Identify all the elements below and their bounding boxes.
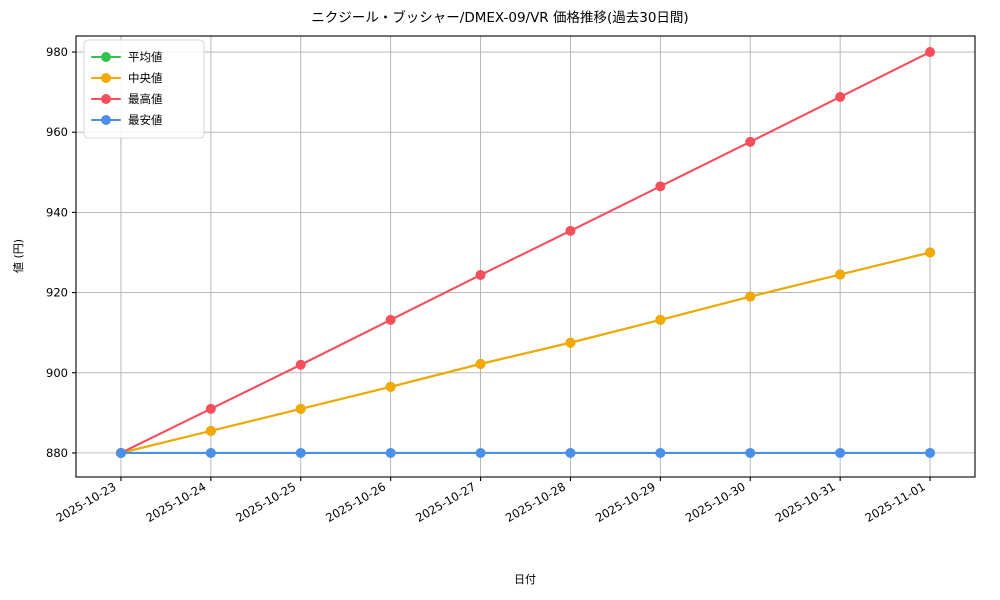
y-tick-label: 980 [46,45,68,59]
data-point [475,358,486,369]
plot-border [75,35,976,478]
data-point [745,136,756,147]
data-point [565,225,576,236]
y-axis-ticks: 880 900 920 940 960 980 [46,45,76,460]
data-point [925,247,936,258]
legend-label: 最安値 [128,113,163,127]
data-point [475,447,486,458]
data-point [835,269,846,280]
data-point [475,269,486,280]
y-tick-label: 880 [46,446,68,460]
data-point [205,447,216,458]
chart-title: ニクジール・ブッシャー/DMEX-09/VR 価格推移(過去30日間) [311,9,688,26]
data-point [745,291,756,302]
y-tick-label: 920 [46,286,68,300]
data-point [115,447,126,458]
data-point [295,447,306,458]
data-point [565,337,576,348]
y-tick-label: 940 [46,205,68,219]
series-最安値 [115,447,936,458]
legend-marker [101,52,111,62]
data-point [925,447,936,458]
series-最高値 [115,47,936,458]
legend-marker [101,94,111,104]
legend-item-平均値[interactable]: 平均値 [90,50,163,64]
legend-item-最安値[interactable]: 最安値 [90,113,163,127]
legend-label: 平均値 [128,50,163,64]
data-point [745,447,756,458]
data-point [655,447,666,458]
data-point [655,314,666,325]
series-line [119,251,932,454]
data-point [295,403,306,414]
x-axis-label: 日付 [514,573,536,586]
plot-area-background [76,36,975,477]
data-point [385,447,396,458]
data-point [295,359,306,370]
data-point [565,447,576,458]
legend-marker [101,73,111,83]
data-point [655,181,666,192]
data-point [205,425,216,436]
legend-item-最高値[interactable]: 最高値 [90,92,163,106]
legend-marker [101,115,111,125]
data-point [205,403,216,414]
data-point [385,314,396,325]
y-tick-label: 900 [46,366,68,380]
y-tick-label: 960 [46,125,68,139]
data-point [385,381,396,392]
data-series-group [115,47,936,458]
data-point [925,47,936,58]
x-gridlines [120,36,931,477]
legend-label: 最高値 [128,92,163,106]
legend-background [83,39,205,139]
legend-label: 中央値 [128,71,163,85]
y-axis-label: 値 (円) [12,239,25,273]
legend-item-中央値[interactable]: 中央値 [90,71,163,85]
data-point [835,447,846,458]
series-line [119,50,932,454]
data-point [835,91,846,102]
